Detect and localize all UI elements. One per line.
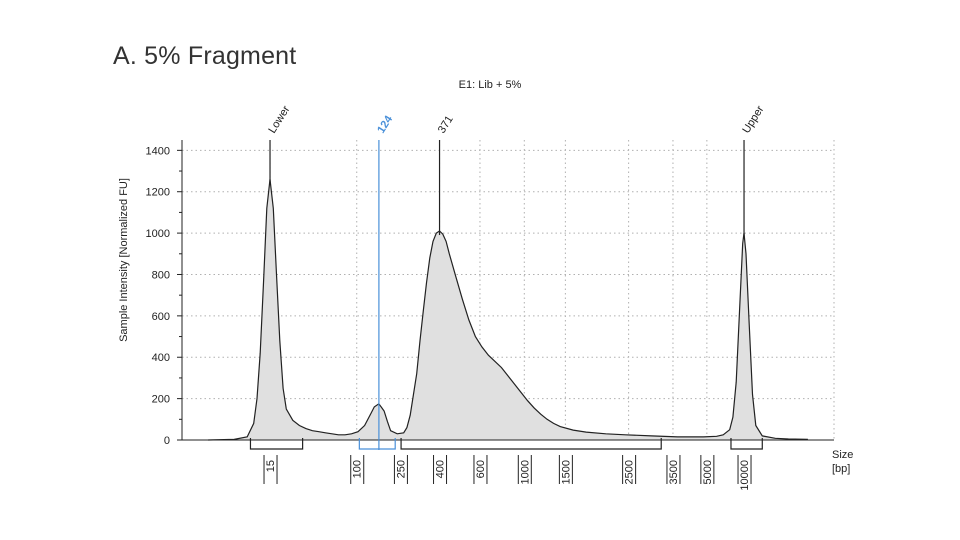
trace-area	[208, 179, 808, 441]
peak-label: 371	[436, 114, 456, 136]
x-tick-label: 100	[352, 460, 364, 478]
y-axis-label: Sample Intensity [Normalized FU]	[118, 178, 130, 342]
region-bracket	[730, 438, 763, 450]
x-tick-label: 1000	[519, 460, 531, 484]
x-tick-label: 250	[395, 460, 407, 478]
x-tick-label: 5000	[702, 460, 714, 484]
x-axis-label: Size	[832, 449, 853, 461]
region-brackets	[249, 438, 763, 450]
x-tick-label: 3500	[668, 460, 680, 484]
y-tick-label: 600	[152, 311, 170, 323]
y-tick-label: 200	[152, 394, 170, 406]
peak-label: Upper	[740, 104, 766, 136]
y-tick-label: 0	[164, 435, 170, 447]
x-tick-label: 15	[265, 460, 277, 472]
peak-label: 124	[375, 113, 395, 136]
y-tick-label: 1200	[146, 187, 170, 199]
region-bracket	[249, 438, 304, 450]
x-tick-label: 600	[475, 460, 487, 478]
chart-title: E1: Lib + 5%	[459, 79, 522, 91]
x-tick-label: 2500	[624, 460, 636, 484]
y-tick-label: 800	[152, 269, 170, 281]
y-tick-label: 1000	[146, 228, 170, 240]
x-tick-label: 1500	[560, 460, 572, 484]
region-bracket	[400, 438, 662, 450]
x-axis-label: [bp]	[832, 463, 850, 475]
peak-markers	[269, 140, 745, 450]
x-tick-label: 10000	[739, 460, 751, 491]
y-tick-label: 1400	[146, 145, 170, 157]
trace-fill	[208, 179, 808, 441]
region-bracket	[358, 438, 396, 450]
axes	[177, 140, 834, 484]
y-tick-label: 400	[152, 352, 170, 364]
peak-label: Lower	[266, 104, 292, 136]
x-tick-label: 400	[435, 460, 447, 478]
page-title: A. 5% Fragment	[113, 42, 297, 70]
